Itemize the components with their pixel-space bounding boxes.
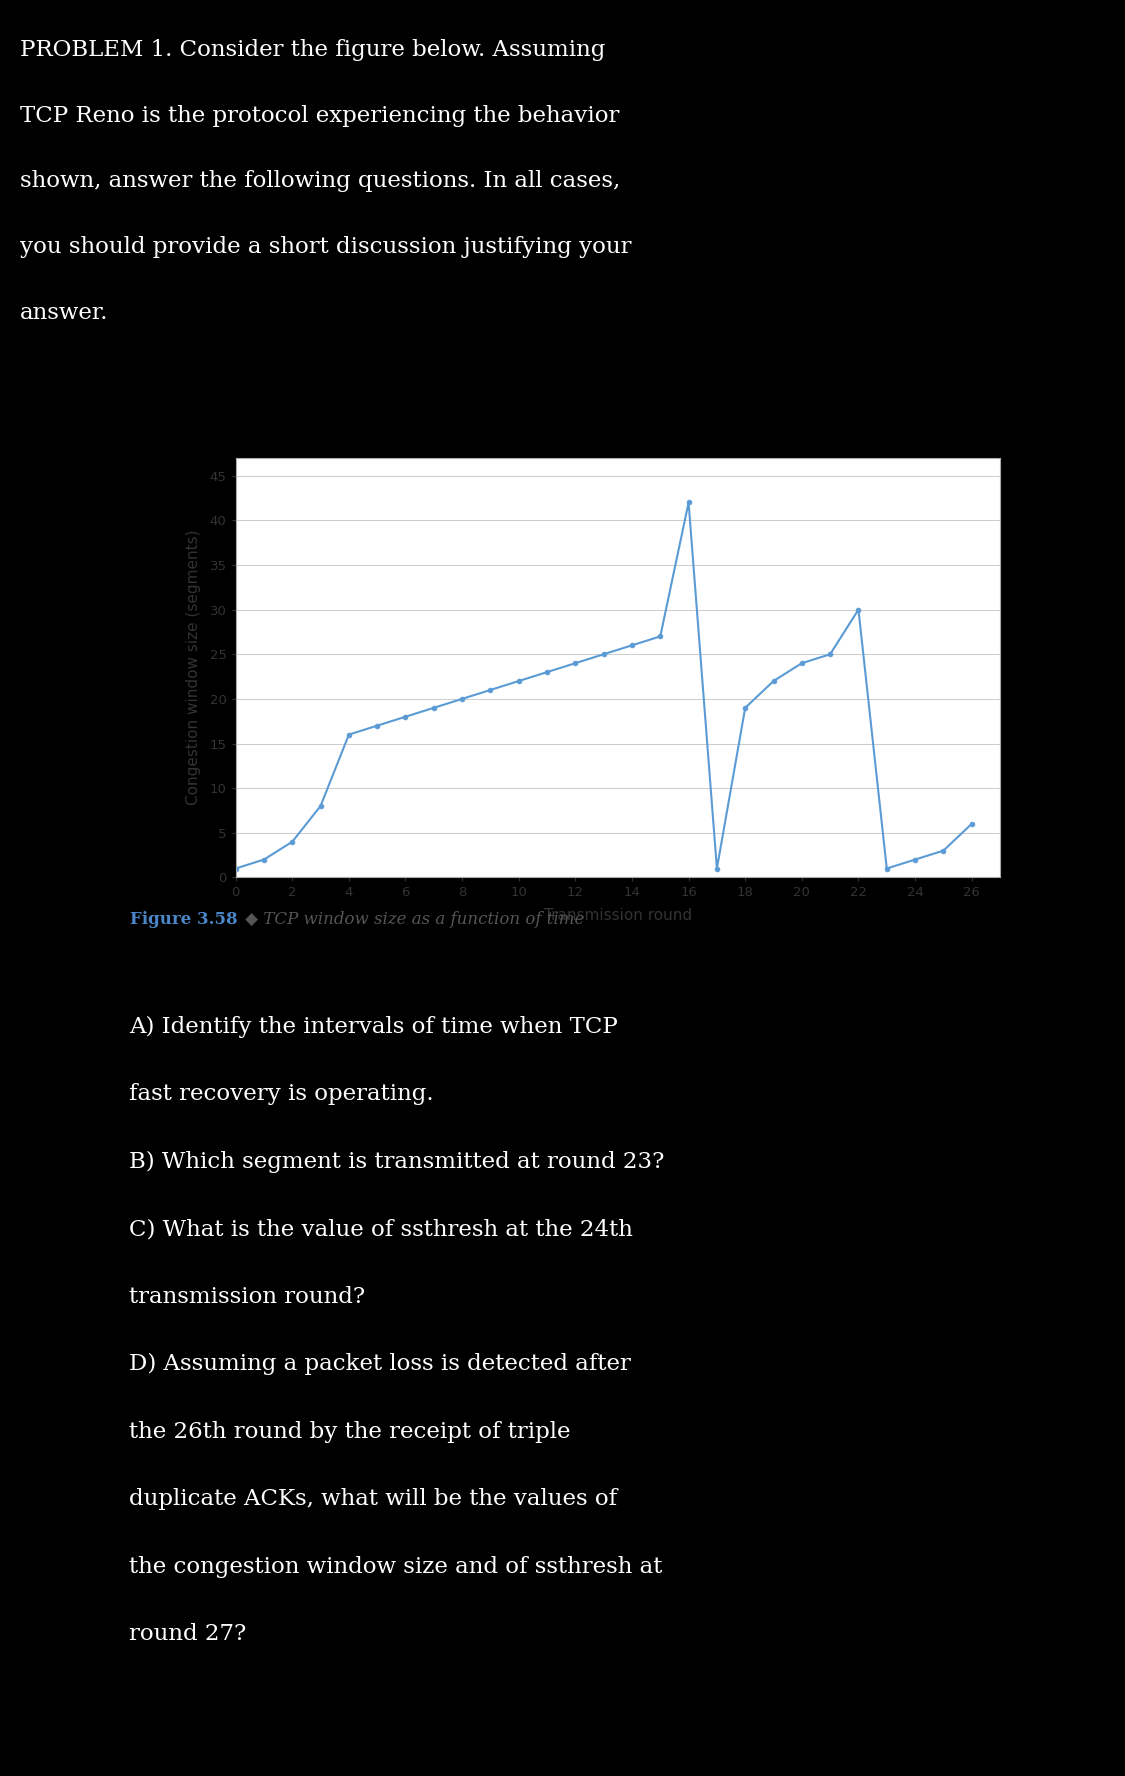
Text: PROBLEM 1. Consider the figure below. Assuming: PROBLEM 1. Consider the figure below. As… [20, 39, 605, 60]
Text: shown, answer the following questions. In all cases,: shown, answer the following questions. I… [20, 170, 621, 192]
Text: D) Assuming a packet loss is detected after: D) Assuming a packet loss is detected af… [129, 1353, 631, 1375]
Text: A) Identify the intervals of time when TCP: A) Identify the intervals of time when T… [129, 1016, 619, 1037]
Text: duplicate ACKs, what will be the values of: duplicate ACKs, what will be the values … [129, 1488, 618, 1510]
Text: TCP Reno is the protocol experiencing the behavior: TCP Reno is the protocol experiencing th… [20, 105, 620, 126]
Text: the congestion window size and of ssthresh at: the congestion window size and of ssthre… [129, 1556, 663, 1577]
X-axis label: Transmission round: Transmission round [543, 908, 692, 924]
Text: ◆ TCP window size as a function of time: ◆ TCP window size as a function of time [241, 911, 585, 927]
Text: C) What is the value of ssthresh at the 24th: C) What is the value of ssthresh at the … [129, 1218, 633, 1240]
Text: B) Which segment is transmitted at round 23?: B) Which segment is transmitted at round… [129, 1151, 665, 1172]
Text: you should provide a short discussion justifying your: you should provide a short discussion ju… [20, 236, 632, 258]
Text: the 26th round by the receipt of triple: the 26th round by the receipt of triple [129, 1421, 570, 1442]
Y-axis label: Congestion window size (segments): Congestion window size (segments) [187, 529, 201, 805]
Text: answer.: answer. [20, 302, 109, 323]
Text: round 27?: round 27? [129, 1623, 246, 1645]
Text: fast recovery is operating.: fast recovery is operating. [129, 1083, 434, 1105]
Text: Figure 3.58: Figure 3.58 [130, 911, 237, 927]
Text: transmission round?: transmission round? [129, 1286, 366, 1307]
